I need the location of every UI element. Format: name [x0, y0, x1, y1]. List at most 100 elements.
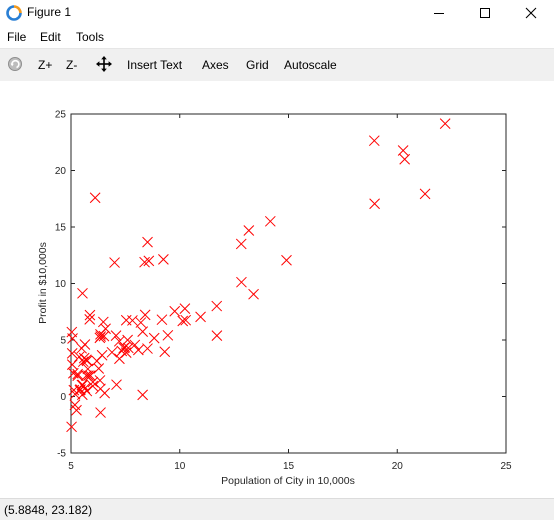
x-axis-label: Population of City in 10,000s — [221, 475, 355, 487]
axes-button[interactable]: Axes — [202, 58, 229, 72]
data-point-marker — [139, 256, 150, 268]
menu-bar: File Edit Tools — [0, 27, 554, 47]
y-tick-label: 5 — [60, 336, 66, 347]
grid-button[interactable]: Grid — [246, 58, 269, 72]
data-point-marker — [235, 238, 247, 250]
data-point-marker — [158, 254, 169, 265]
data-point-marker — [369, 198, 380, 210]
data-point-marker — [89, 192, 101, 204]
window-title: Figure 1 — [27, 5, 72, 19]
data-point-marker — [129, 339, 141, 351]
data-point-marker — [110, 330, 122, 341]
octave-app-icon — [6, 5, 22, 21]
y-tick-label: 10 — [55, 279, 67, 290]
x-tick-label: 20 — [392, 461, 404, 472]
minimize-icon[interactable] — [416, 0, 462, 26]
data-point-marker — [94, 332, 106, 344]
data-point-marker — [67, 367, 79, 379]
data-point-marker — [95, 407, 106, 418]
data-point-marker — [76, 379, 88, 391]
y-tick-label: 25 — [55, 110, 67, 121]
data-point-marker — [75, 384, 86, 395]
data-point-marker — [368, 135, 380, 147]
data-point-marker — [66, 359, 78, 370]
data-point-marker — [180, 314, 192, 326]
close-icon[interactable] — [508, 0, 554, 26]
data-point-marker — [72, 368, 83, 380]
x-tick-label: 5 — [68, 461, 74, 472]
y-tick-label: -5 — [57, 449, 66, 460]
data-point-marker — [248, 288, 259, 300]
data-point-marker — [77, 356, 89, 368]
data-point-marker — [143, 255, 155, 267]
data-point-marker — [66, 348, 78, 359]
data-point-marker — [106, 346, 118, 358]
data-point-marker — [211, 330, 223, 341]
data-point-marker — [95, 329, 106, 340]
data-point-marker — [122, 342, 134, 354]
data-point-marker — [148, 332, 160, 344]
data-point-marker — [243, 225, 255, 236]
data-point-marker — [84, 314, 96, 325]
data-point-marker — [162, 329, 174, 341]
data-point-marker — [77, 287, 88, 299]
data-point-marker — [439, 118, 451, 129]
data-point-marker — [195, 311, 206, 323]
data-point-marker — [137, 389, 148, 401]
data-point-marker — [120, 314, 132, 326]
data-point-marker — [84, 309, 96, 321]
rotate-icon[interactable] — [7, 56, 23, 72]
data-point-marker — [113, 335, 125, 347]
zoom-in-button[interactable]: Z+ — [38, 58, 53, 72]
x-tick-label: 15 — [283, 461, 295, 472]
data-point-marker — [78, 352, 90, 364]
status-bar: (5.8848, 23.182) — [0, 498, 554, 520]
toolbar: Z+ Z- Insert Text Axes Grid Autoscale — [0, 48, 554, 82]
data-point-marker — [177, 315, 189, 327]
plot-axes-box — [70, 113, 507, 454]
data-point-marker — [281, 254, 292, 266]
data-point-marker — [169, 305, 181, 317]
y-axis-label: Profit in $10,000s — [37, 242, 49, 324]
data-point-marker — [81, 370, 92, 382]
menu-file[interactable]: File — [7, 30, 27, 44]
cursor-coordinates: (5.8848, 23.182) — [4, 503, 93, 517]
data-point-marker — [98, 330, 110, 342]
title-bar: Figure 1 — [0, 0, 554, 26]
maximize-icon[interactable] — [462, 0, 508, 26]
autoscale-button[interactable]: Autoscale — [284, 58, 337, 72]
insert-text-button[interactable]: Insert Text — [127, 58, 183, 72]
data-point-marker — [397, 145, 409, 156]
data-point-marker — [97, 316, 109, 328]
figure-canvas[interactable]: 5 10 15 20 25 -5 0 5 10 15 20 25 Population of City… — [0, 81, 554, 497]
data-point-marker — [139, 309, 151, 321]
data-point-marker — [69, 399, 81, 411]
data-point-marker — [94, 375, 106, 386]
pan-arrows-icon[interactable] — [96, 56, 112, 72]
data-point-marker — [179, 303, 191, 314]
data-point-marker — [93, 363, 105, 374]
data-point-marker — [419, 188, 431, 200]
data-point-marker — [111, 379, 122, 391]
data-point-marker — [81, 385, 93, 397]
data-point-marker — [85, 370, 96, 381]
y-tick-label: 20 — [55, 166, 67, 177]
data-point-marker — [211, 300, 223, 312]
data-point-marker — [132, 344, 144, 356]
data-point-marker — [159, 346, 171, 358]
menu-edit[interactable]: Edit — [40, 30, 61, 44]
data-point-marker — [156, 314, 168, 326]
scatter-plot[interactable]: 5 10 15 20 25 -5 0 5 10 15 20 25 Population of City… — [0, 81, 554, 497]
data-point-marker — [236, 276, 247, 288]
zoom-out-button[interactable]: Z- — [66, 58, 78, 72]
data-point-marker — [264, 215, 276, 227]
y-tick-label: 15 — [55, 223, 67, 234]
data-point-marker — [135, 317, 147, 328]
menu-tools[interactable]: Tools — [76, 30, 105, 44]
data-point-marker — [142, 236, 153, 248]
data-point-marker — [66, 326, 78, 338]
y-tick-label: 0 — [60, 392, 66, 403]
data-point-marker — [83, 370, 94, 382]
data-point-marker — [95, 383, 106, 395]
data-point-marker — [399, 153, 411, 165]
